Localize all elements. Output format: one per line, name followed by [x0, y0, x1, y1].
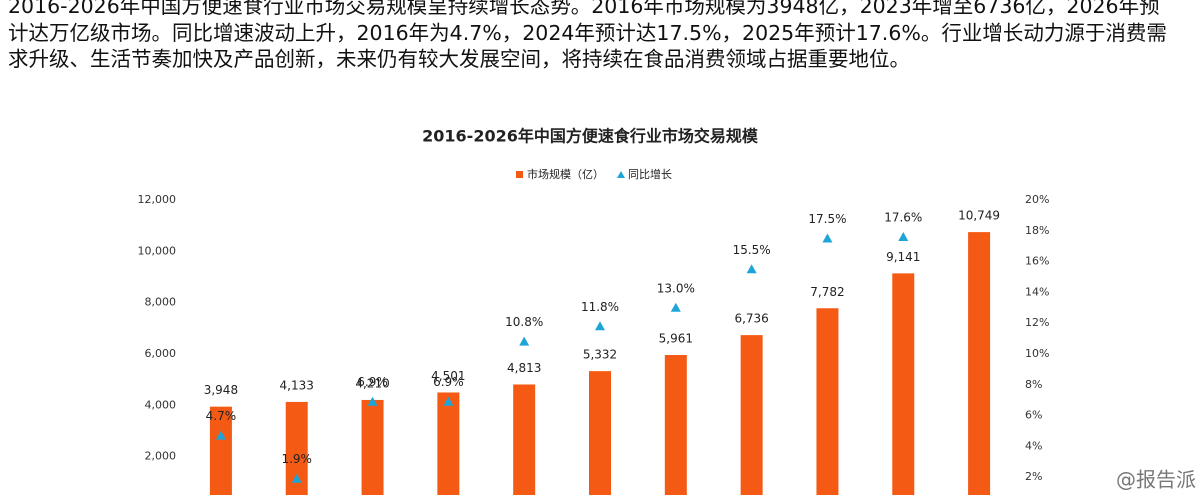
- y2-tick-label: 4%: [1025, 439, 1042, 452]
- legend-marker: [516, 171, 523, 178]
- bar-value-label: 4,501: [431, 369, 465, 383]
- y2-tick-label: 8%: [1025, 378, 1042, 391]
- chart-title: 2016-2026年中国方便速食行业市场交易规模: [422, 127, 759, 146]
- growth-value-label: 17.6%: [884, 210, 922, 224]
- bar-value-label: 5,332: [583, 348, 617, 362]
- bar: [816, 308, 839, 495]
- y-tick-label: 10,000: [138, 244, 177, 257]
- bar: [361, 399, 384, 495]
- bar-value-label: 6,736: [734, 312, 768, 326]
- y2-tick-label: 2%: [1025, 470, 1042, 483]
- growth-value-label: 11.8%: [581, 300, 619, 314]
- y-tick-label: 8,000: [145, 296, 177, 309]
- bar-value-label: 4,133: [280, 378, 314, 392]
- y2-tick-label: 10%: [1025, 347, 1049, 360]
- bar-value-label: 4,210: [355, 376, 389, 390]
- bar: [664, 355, 687, 495]
- legend-label: 同比增长: [628, 167, 672, 181]
- source-mark: @报告派: [1116, 468, 1196, 492]
- growth-value-label: 4.7%: [206, 409, 237, 423]
- bar-value-label: 9,141: [886, 250, 920, 264]
- growth-marker: [215, 430, 226, 440]
- bar: [437, 392, 460, 495]
- growth-marker: [519, 336, 530, 346]
- y2-tick-label: 6%: [1025, 409, 1042, 422]
- bar: [513, 384, 536, 495]
- bar: [209, 406, 232, 495]
- legend-label: 市场规模（亿）: [527, 167, 604, 181]
- paragraph: 2016-2026年中国方便速食行业市场交易规模呈持续增长态势。2016年市场规…: [8, 0, 1167, 71]
- growth-value-label: 6.9%: [433, 375, 464, 389]
- y-tick-label: 6,000: [145, 347, 177, 360]
- bar-value-label: 4,813: [507, 361, 541, 375]
- bar: [589, 371, 611, 495]
- growth-marker: [822, 233, 833, 243]
- growth-marker: [595, 321, 605, 331]
- growth-value-label: 15.5%: [733, 243, 771, 257]
- growth-marker: [291, 473, 302, 483]
- growth-value-label: 1.9%: [281, 452, 312, 466]
- bar: [892, 273, 915, 495]
- legend-marker: [617, 171, 625, 178]
- growth-value-label: 17.5%: [808, 212, 846, 226]
- y2-tick-label: 16%: [1025, 255, 1049, 268]
- bar: [740, 335, 763, 495]
- growth-value-label: 13.0%: [657, 281, 695, 295]
- y2-tick-label: 18%: [1025, 224, 1049, 237]
- y-tick-label: 12,000: [138, 193, 177, 206]
- growth-marker: [746, 264, 757, 274]
- y2-tick-label: 20%: [1025, 193, 1049, 206]
- y2-tick-label: 14%: [1025, 285, 1049, 298]
- bar-value-label: 10,749: [958, 209, 1000, 223]
- bar: [968, 232, 991, 495]
- growth-marker: [670, 302, 681, 312]
- growth-marker: [443, 396, 454, 406]
- y2-tick-label: 12%: [1025, 316, 1049, 329]
- growth-marker: [898, 231, 909, 241]
- bar-value-label: 7,782: [810, 285, 844, 299]
- growth-marker: [367, 396, 378, 406]
- growth-value-label: 6.9%: [357, 375, 388, 389]
- bar-value-label: 5,961: [659, 332, 693, 346]
- bar: [285, 401, 308, 495]
- bar-value-label: 3,948: [204, 383, 238, 397]
- y-tick-label: 4,000: [145, 398, 177, 411]
- growth-value-label: 10.8%: [505, 315, 543, 329]
- y-tick-label: 2,000: [145, 450, 177, 463]
